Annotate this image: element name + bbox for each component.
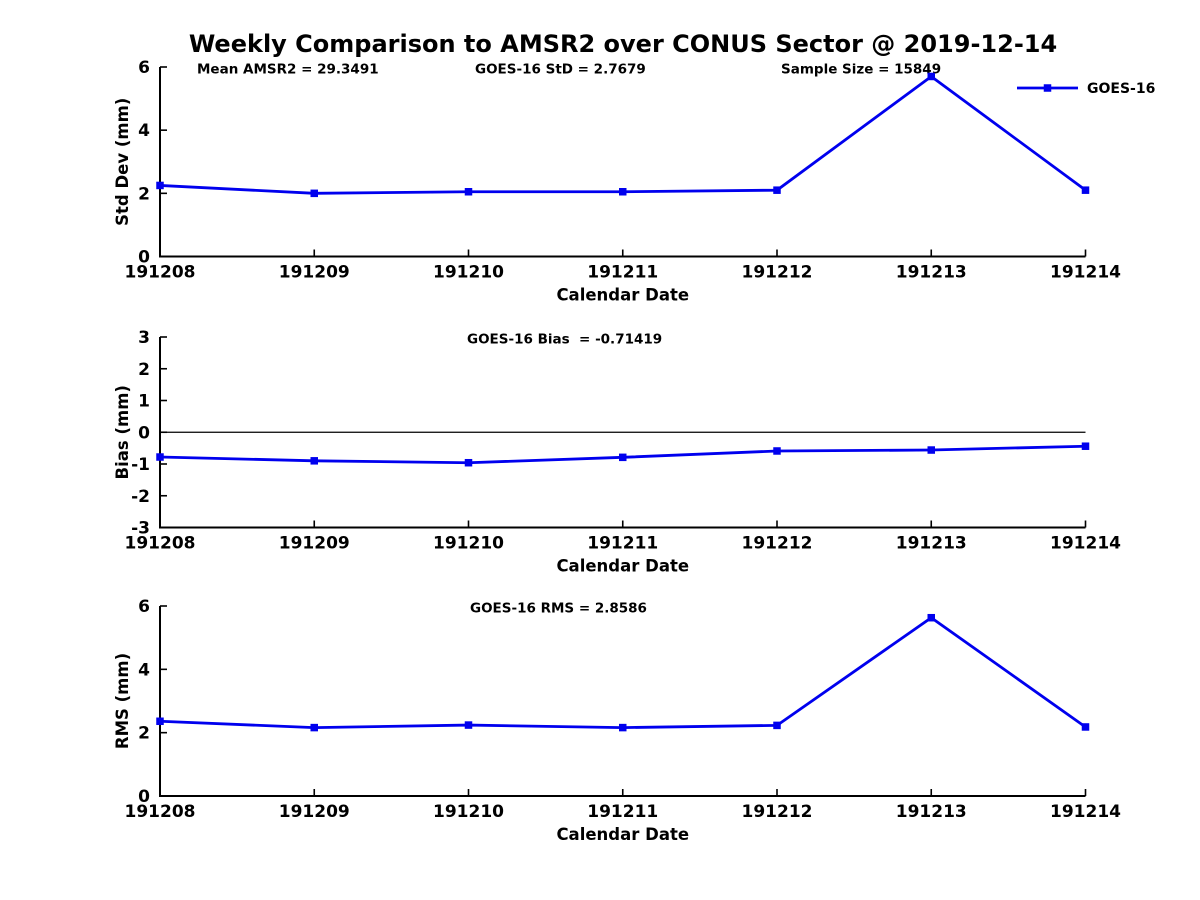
x-tick-label: 191214: [1050, 263, 1121, 283]
y-tick-label: 6: [138, 58, 150, 78]
y-axis-label: RMS (mm): [113, 653, 132, 749]
stat-annotation: GOES-16 StD = 2.7679: [475, 62, 646, 78]
y-tick-label: 4: [138, 660, 150, 680]
x-tick-label: 191208: [125, 802, 196, 822]
x-tick-label: 191212: [742, 802, 813, 822]
y-tick-label: 0: [138, 423, 150, 443]
data-marker: [310, 189, 318, 198]
data-marker: [619, 188, 627, 196]
data-marker: [156, 181, 164, 190]
legend-label: GOES-16: [1087, 81, 1155, 97]
x-tick-label: 191208: [125, 263, 196, 283]
y-tick-label: 0: [138, 787, 150, 807]
data-marker: [1081, 442, 1090, 450]
x-tick-label: 191209: [279, 802, 350, 822]
stat-annotation: GOES-16 RMS = 2.8586: [470, 601, 647, 617]
x-tick-label: 191211: [587, 263, 658, 283]
data-marker: [310, 457, 318, 465]
data-marker: [1081, 723, 1090, 731]
x-tick-label: 191212: [742, 534, 813, 554]
x-tick-label: 191210: [433, 534, 504, 554]
data-marker: [464, 721, 473, 729]
y-tick-label: 2: [138, 184, 150, 204]
data-marker: [773, 721, 781, 730]
stat-annotation: GOES-16 Bias = -0.71419: [467, 332, 662, 348]
chart-title: Weekly Comparison to AMSR2 over CONUS Se…: [189, 30, 1057, 58]
stat-annotation: Mean AMSR2 = 29.3491: [197, 62, 379, 78]
x-tick-label: 191212: [742, 263, 813, 283]
data-line: [159, 74, 1087, 195]
y-tick-label: 0: [138, 248, 150, 268]
y-tick-label: 1: [138, 392, 150, 412]
data-marker: [156, 717, 164, 726]
x-axis-label: Calendar Date: [556, 825, 689, 844]
data-marker: [619, 723, 627, 732]
data-marker: [310, 723, 318, 732]
x-tick-label: 191213: [896, 802, 967, 822]
data-marker: [773, 447, 781, 455]
subplot-stddev: 0 2 4 6 191208 191209 191210 191211 191212 191213…: [113, 58, 1155, 305]
x-tick-label: 191210: [433, 263, 504, 283]
data-marker: [927, 72, 935, 81]
x-tick-label: 191209: [279, 263, 350, 283]
data-line: [159, 616, 1087, 730]
x-tick-label: 191209: [279, 534, 350, 554]
x-tick-label: 191211: [587, 534, 658, 554]
data-marker: [927, 613, 935, 622]
data-marker: [1081, 186, 1090, 194]
data-marker: [927, 446, 935, 454]
y-tick-label: -2: [131, 487, 150, 507]
y-tick-label: 6: [138, 597, 150, 617]
stat-annotation: Sample Size = 15849: [781, 62, 941, 78]
x-tick-label: 191214: [1050, 534, 1121, 554]
y-tick-label: 2: [138, 724, 150, 744]
y-tick-label: -3: [131, 519, 150, 539]
y-tick-label: 4: [138, 121, 150, 141]
x-tick-label: 191211: [587, 802, 658, 822]
x-tick-label: 191213: [896, 534, 967, 554]
subplot-rms: 0 2 4 6 191208 191209 191210 191211 191212 191213…: [113, 597, 1121, 844]
x-tick-label: 191208: [125, 534, 196, 554]
y-tick-label: -1: [131, 455, 150, 475]
data-marker: [156, 453, 164, 461]
x-tick-label: 191214: [1050, 802, 1121, 822]
y-tick-label: 3: [138, 328, 150, 348]
y-axis-label: Std Dev (mm): [113, 98, 132, 226]
x-tick-label: 191213: [896, 263, 967, 283]
data-marker: [464, 188, 473, 196]
legend-marker: [1043, 84, 1052, 92]
legend: GOES-16: [1017, 81, 1155, 97]
x-axis-label: Calendar Date: [556, 557, 689, 576]
y-axis-label: Bias (mm): [113, 385, 132, 479]
data-marker: [619, 453, 627, 462]
y-tick-label: 2: [138, 360, 150, 380]
data-marker: [464, 458, 473, 467]
data-marker: [773, 186, 781, 194]
x-axis-label: Calendar Date: [556, 286, 689, 305]
x-tick-label: 191210: [433, 802, 504, 822]
